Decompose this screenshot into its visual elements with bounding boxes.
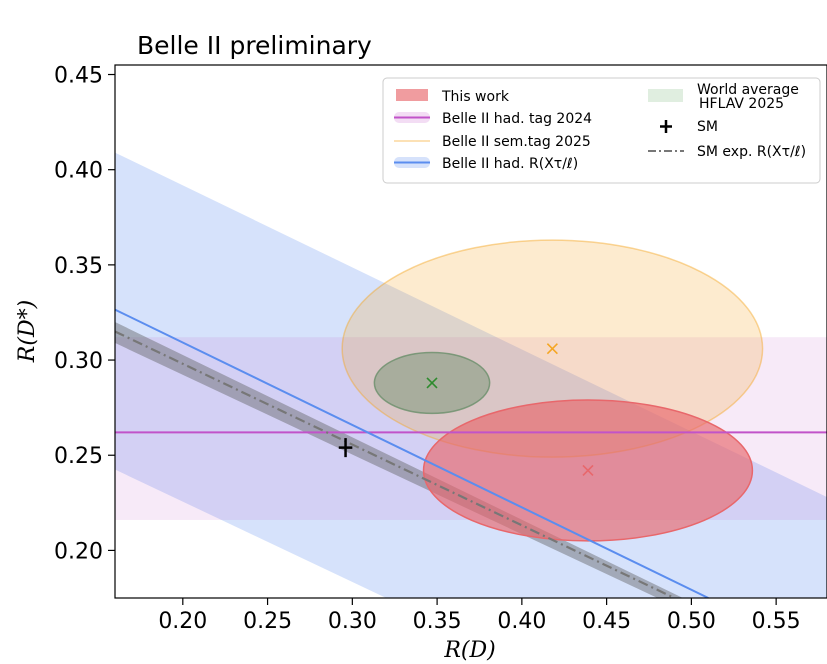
legend-label-sm-exp: SM exp. R(Xτ/ℓ) [697,144,806,160]
x-tick-label: 0.55 [752,609,801,634]
x-tick-label: 0.40 [497,609,546,634]
belle2-semtag-marker [546,343,558,355]
belle2-had-rx-line [115,308,709,598]
y-tick-label: 0.40 [54,159,103,184]
legend: This work Belle II had. tag 2024 Belle I… [382,77,821,184]
legend-label-sm: SM [697,119,718,135]
sm-exp-rx-line [115,330,675,598]
x-axis-label: R(D) [443,638,495,663]
this-work-marker [582,464,594,477]
x-tick-label: 0.50 [667,609,716,634]
x-tick-label: 0.20 [158,609,207,634]
y-tick-label: 0.20 [54,539,103,564]
y-tick-label: 0.45 [54,64,103,89]
chart-title: Belle II preliminary [137,31,372,60]
legend-swatch-sm [660,120,672,133]
plot-area [115,152,827,598]
plot-frame [114,64,827,599]
legend-label-hflav: HFLAV 2025 [699,96,784,112]
hflav-marker [426,377,438,389]
legend-label-world-average: World average [697,82,799,98]
x-tick-label: 0.25 [243,609,292,634]
legend-label-this-work: This work [441,89,510,105]
y-axis: 0.20 0.25 0.30 0.35 0.40 0.45 [54,64,115,564]
y-tick-label: 0.30 [54,349,103,374]
legend-label-had-rx: Belle II had. R(Xτ/ℓ) [442,156,578,172]
y-axis-label: R(D*) [15,300,40,363]
legend-label-had-tag: Belle II had. tag 2024 [442,111,592,127]
x-tick-label: 0.35 [413,609,462,634]
y-tick-label: 0.35 [54,254,103,279]
sm-point [338,438,353,458]
x-axis: 0.20 0.25 0.30 0.35 0.40 0.45 0.50 0.55 [158,598,801,634]
legend-swatch-hflav [648,89,683,102]
legend-box [382,77,821,184]
y-tick-label: 0.25 [54,444,103,469]
x-tick-label: 0.30 [328,609,377,634]
legend-swatch-this-work [396,89,428,101]
legend-label-semtag: Belle II sem.tag 2025 [442,134,591,150]
x-tick-label: 0.45 [582,609,631,634]
